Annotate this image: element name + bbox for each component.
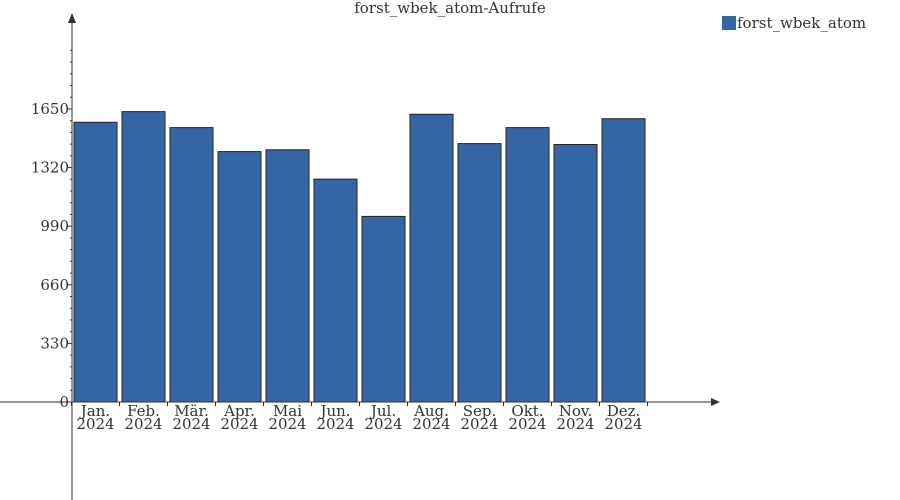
- y-tick-label: 1650: [31, 100, 69, 118]
- bars-group: [73, 111, 646, 403]
- x-tick-label-month: Dez.: [607, 402, 641, 420]
- x-axis-arrow: [711, 398, 720, 406]
- x-tick-label-month: Jan.: [79, 402, 110, 420]
- x-tick-label-month: Apr.: [223, 402, 255, 420]
- bar-sep: [457, 143, 502, 403]
- legend[interactable]: forst_wbek_atom: [722, 14, 866, 32]
- x-tick-label-year: 2024: [76, 415, 114, 433]
- chart-title: forst_wbek_atom-Aufrufe: [354, 0, 546, 17]
- x-tick-label-year: 2024: [268, 415, 306, 433]
- x-tick-label-month: Feb.: [127, 402, 160, 420]
- bar-jan: [73, 121, 118, 403]
- bar-jun: [313, 178, 358, 403]
- legend-label: forst_wbek_atom: [737, 14, 866, 32]
- x-tick-label-year: 2024: [460, 415, 498, 433]
- y-tick-group: 0 330 660 990 1320 1650: [31, 49, 72, 411]
- bar-aug: [409, 113, 454, 403]
- y-axis-arrow: [68, 13, 76, 23]
- x-tick-label-month: Aug.: [413, 402, 449, 420]
- x-tick-label-year: 2024: [316, 415, 354, 433]
- x-tick-label-month: Mai: [273, 402, 302, 420]
- y-tick-label: 660: [40, 276, 69, 294]
- x-tick-group: Jan.2024Feb.2024Mär.2024Apr.2024Mai2024J…: [71, 402, 648, 433]
- x-tick-label-year: 2024: [508, 415, 546, 433]
- x-tick-label-year: 2024: [604, 415, 642, 433]
- x-tick-label-year: 2024: [412, 415, 450, 433]
- bar-mär: [169, 127, 214, 403]
- x-tick-label-month: Jun.: [318, 402, 350, 420]
- bar-apr: [217, 151, 262, 403]
- y-tick-label: 990: [40, 217, 69, 235]
- bar-nov: [553, 143, 598, 403]
- y-tick-label: 330: [40, 334, 69, 352]
- bar-okt: [505, 127, 550, 403]
- x-tick-label-year: 2024: [556, 415, 594, 433]
- x-tick-label-month: Jul.: [369, 402, 396, 420]
- bar-mai: [265, 149, 310, 403]
- y-tick-label: 1320: [31, 159, 69, 177]
- x-tick-label-month: Nov.: [559, 402, 593, 420]
- x-tick-label-month: Mär.: [174, 402, 209, 420]
- x-tick-label-year: 2024: [220, 415, 258, 433]
- bar-jul: [361, 215, 406, 403]
- bar-dez: [601, 118, 646, 403]
- x-tick-label-year: 2024: [364, 415, 402, 433]
- bar-feb: [121, 111, 166, 403]
- x-tick-label-year: 2024: [124, 415, 162, 433]
- x-tick-label-month: Sep.: [463, 402, 497, 420]
- x-tick-label-year: 2024: [172, 415, 210, 433]
- legend-swatch: [722, 16, 736, 30]
- x-tick-label-month: Okt.: [511, 402, 543, 420]
- y-tick-label: 0: [59, 393, 69, 411]
